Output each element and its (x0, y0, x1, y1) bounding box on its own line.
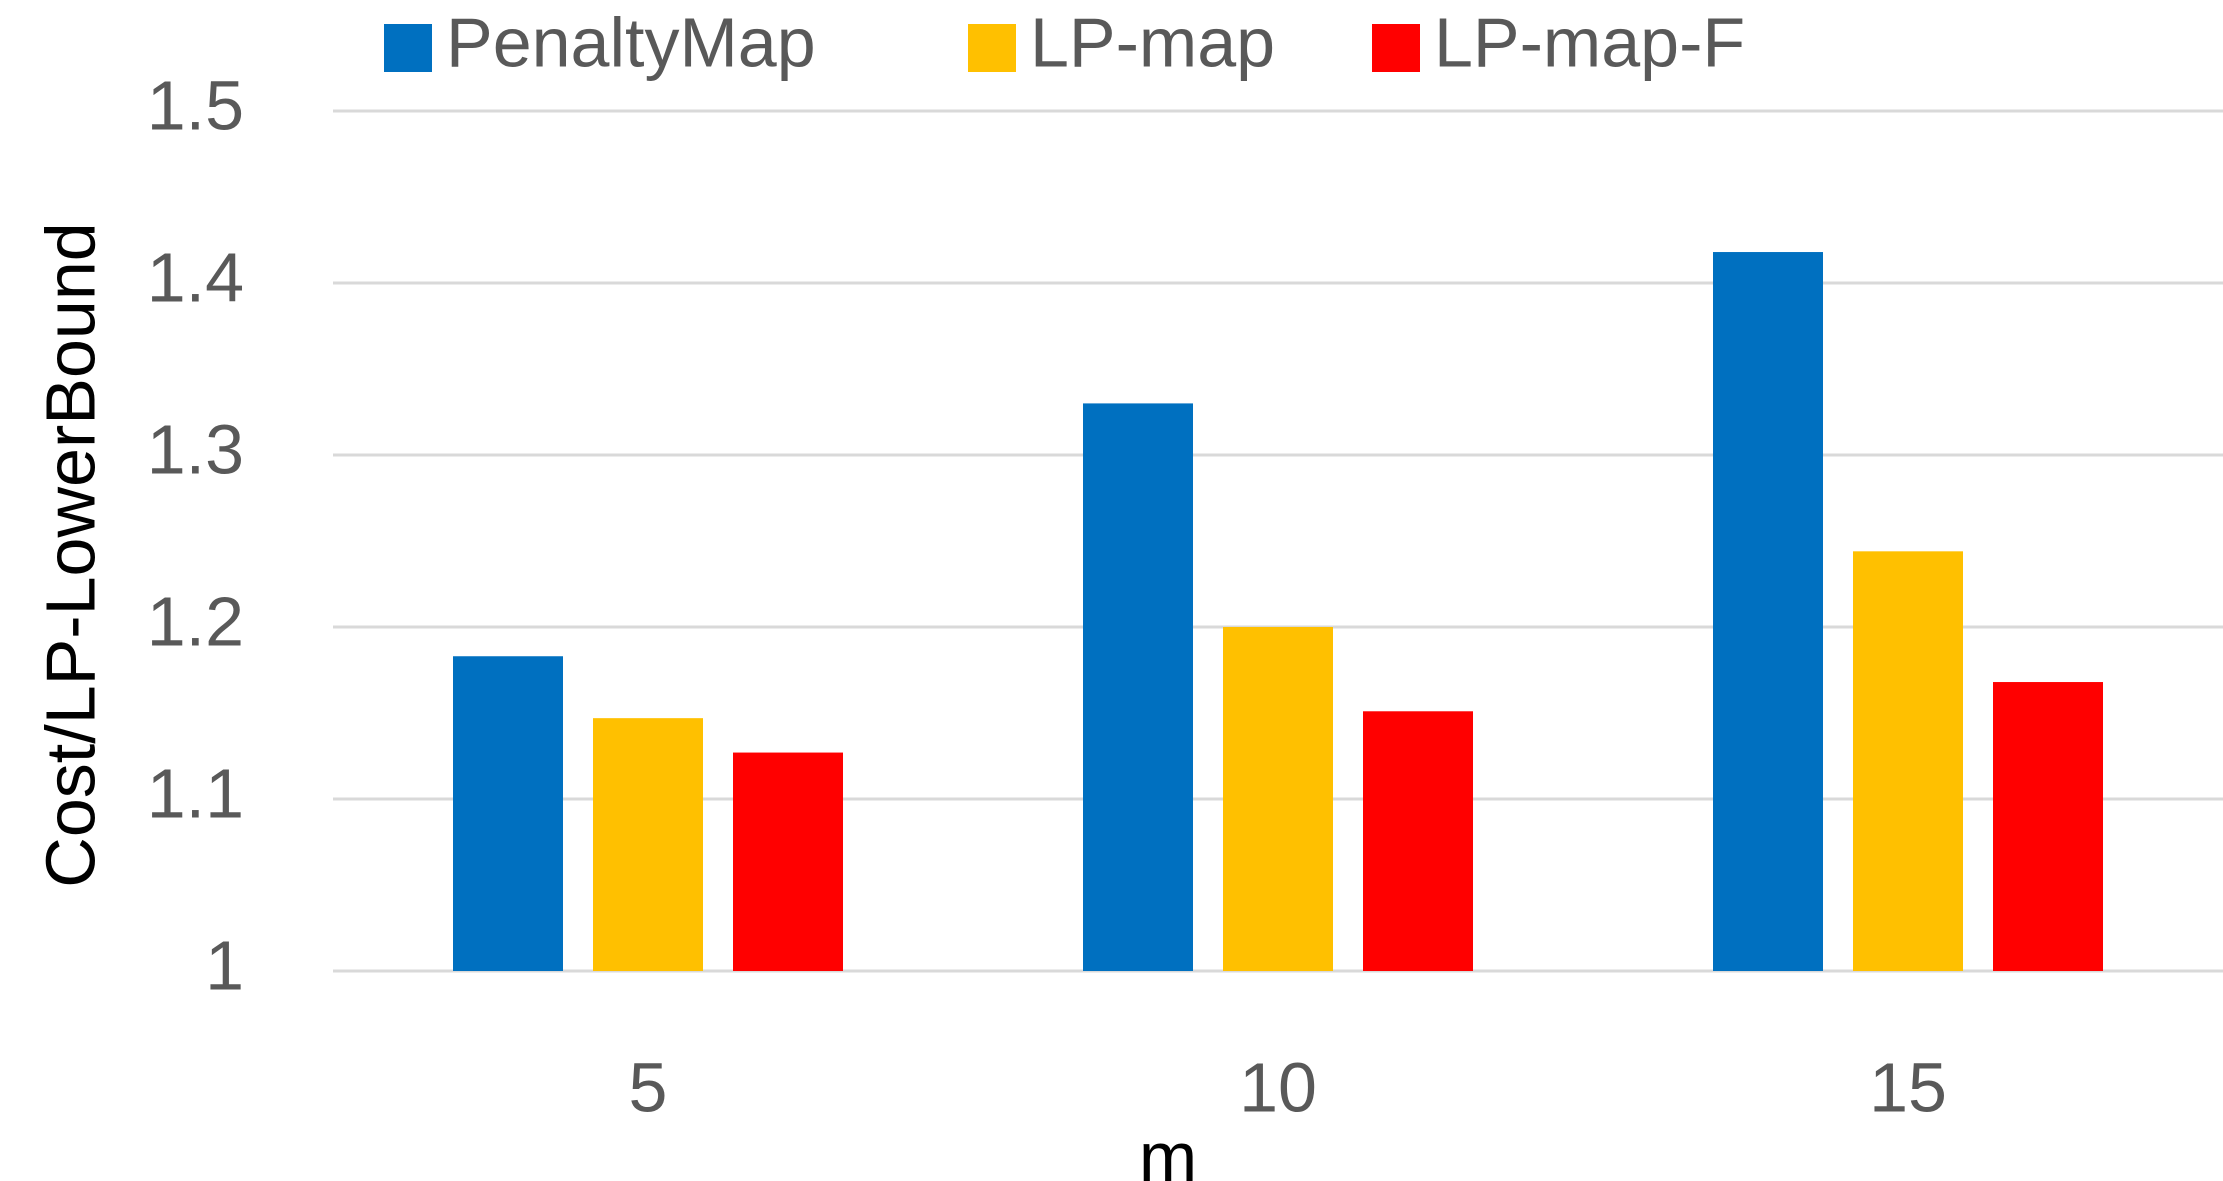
x-tick-label: 5 (629, 1048, 668, 1126)
y-tick-label: 1.2 (147, 582, 244, 660)
bar-lp-map-f-m5 (733, 752, 843, 971)
legend-label: PenaltyMap (446, 3, 816, 81)
bar-lp-map-m10 (1223, 627, 1333, 971)
y-tick-label: 1.5 (147, 66, 244, 144)
y-tick-labels: 1 1.1 1.2 1.3 1.4 1.5 (147, 66, 244, 1004)
legend-swatch (384, 24, 432, 72)
bar-lp-map-m15 (1853, 551, 1963, 971)
bar-penaltymap-m15 (1713, 252, 1823, 972)
y-tick-label: 1.4 (147, 238, 244, 316)
legend-swatch (968, 24, 1016, 72)
bars (453, 252, 2103, 972)
legend-label: LP-map-F (1434, 3, 1745, 81)
y-tick-label: 1.1 (147, 754, 244, 832)
y-tick-label: 1.3 (147, 410, 244, 488)
x-axis-title: m (1139, 1118, 1197, 1181)
bar-lp-map-m5 (593, 718, 703, 971)
bar-penaltymap-m5 (453, 656, 563, 971)
y-tick-label: 1 (205, 926, 244, 1004)
bar-lp-map-f-m15 (1993, 682, 2103, 971)
x-tick-label: 15 (1869, 1048, 1947, 1126)
legend-swatch (1372, 24, 1420, 72)
x-tick-labels: 5 10 15 (629, 1048, 1947, 1126)
bar-penaltymap-m10 (1083, 403, 1193, 971)
legend-label: LP-map (1030, 3, 1275, 81)
bar-lp-map-f-m10 (1363, 711, 1473, 971)
legend: PenaltyMap LP-map LP-map-F (384, 3, 1745, 81)
x-tick-label: 10 (1239, 1048, 1317, 1126)
y-axis-title: Cost/LP-LowerBound (31, 222, 109, 887)
